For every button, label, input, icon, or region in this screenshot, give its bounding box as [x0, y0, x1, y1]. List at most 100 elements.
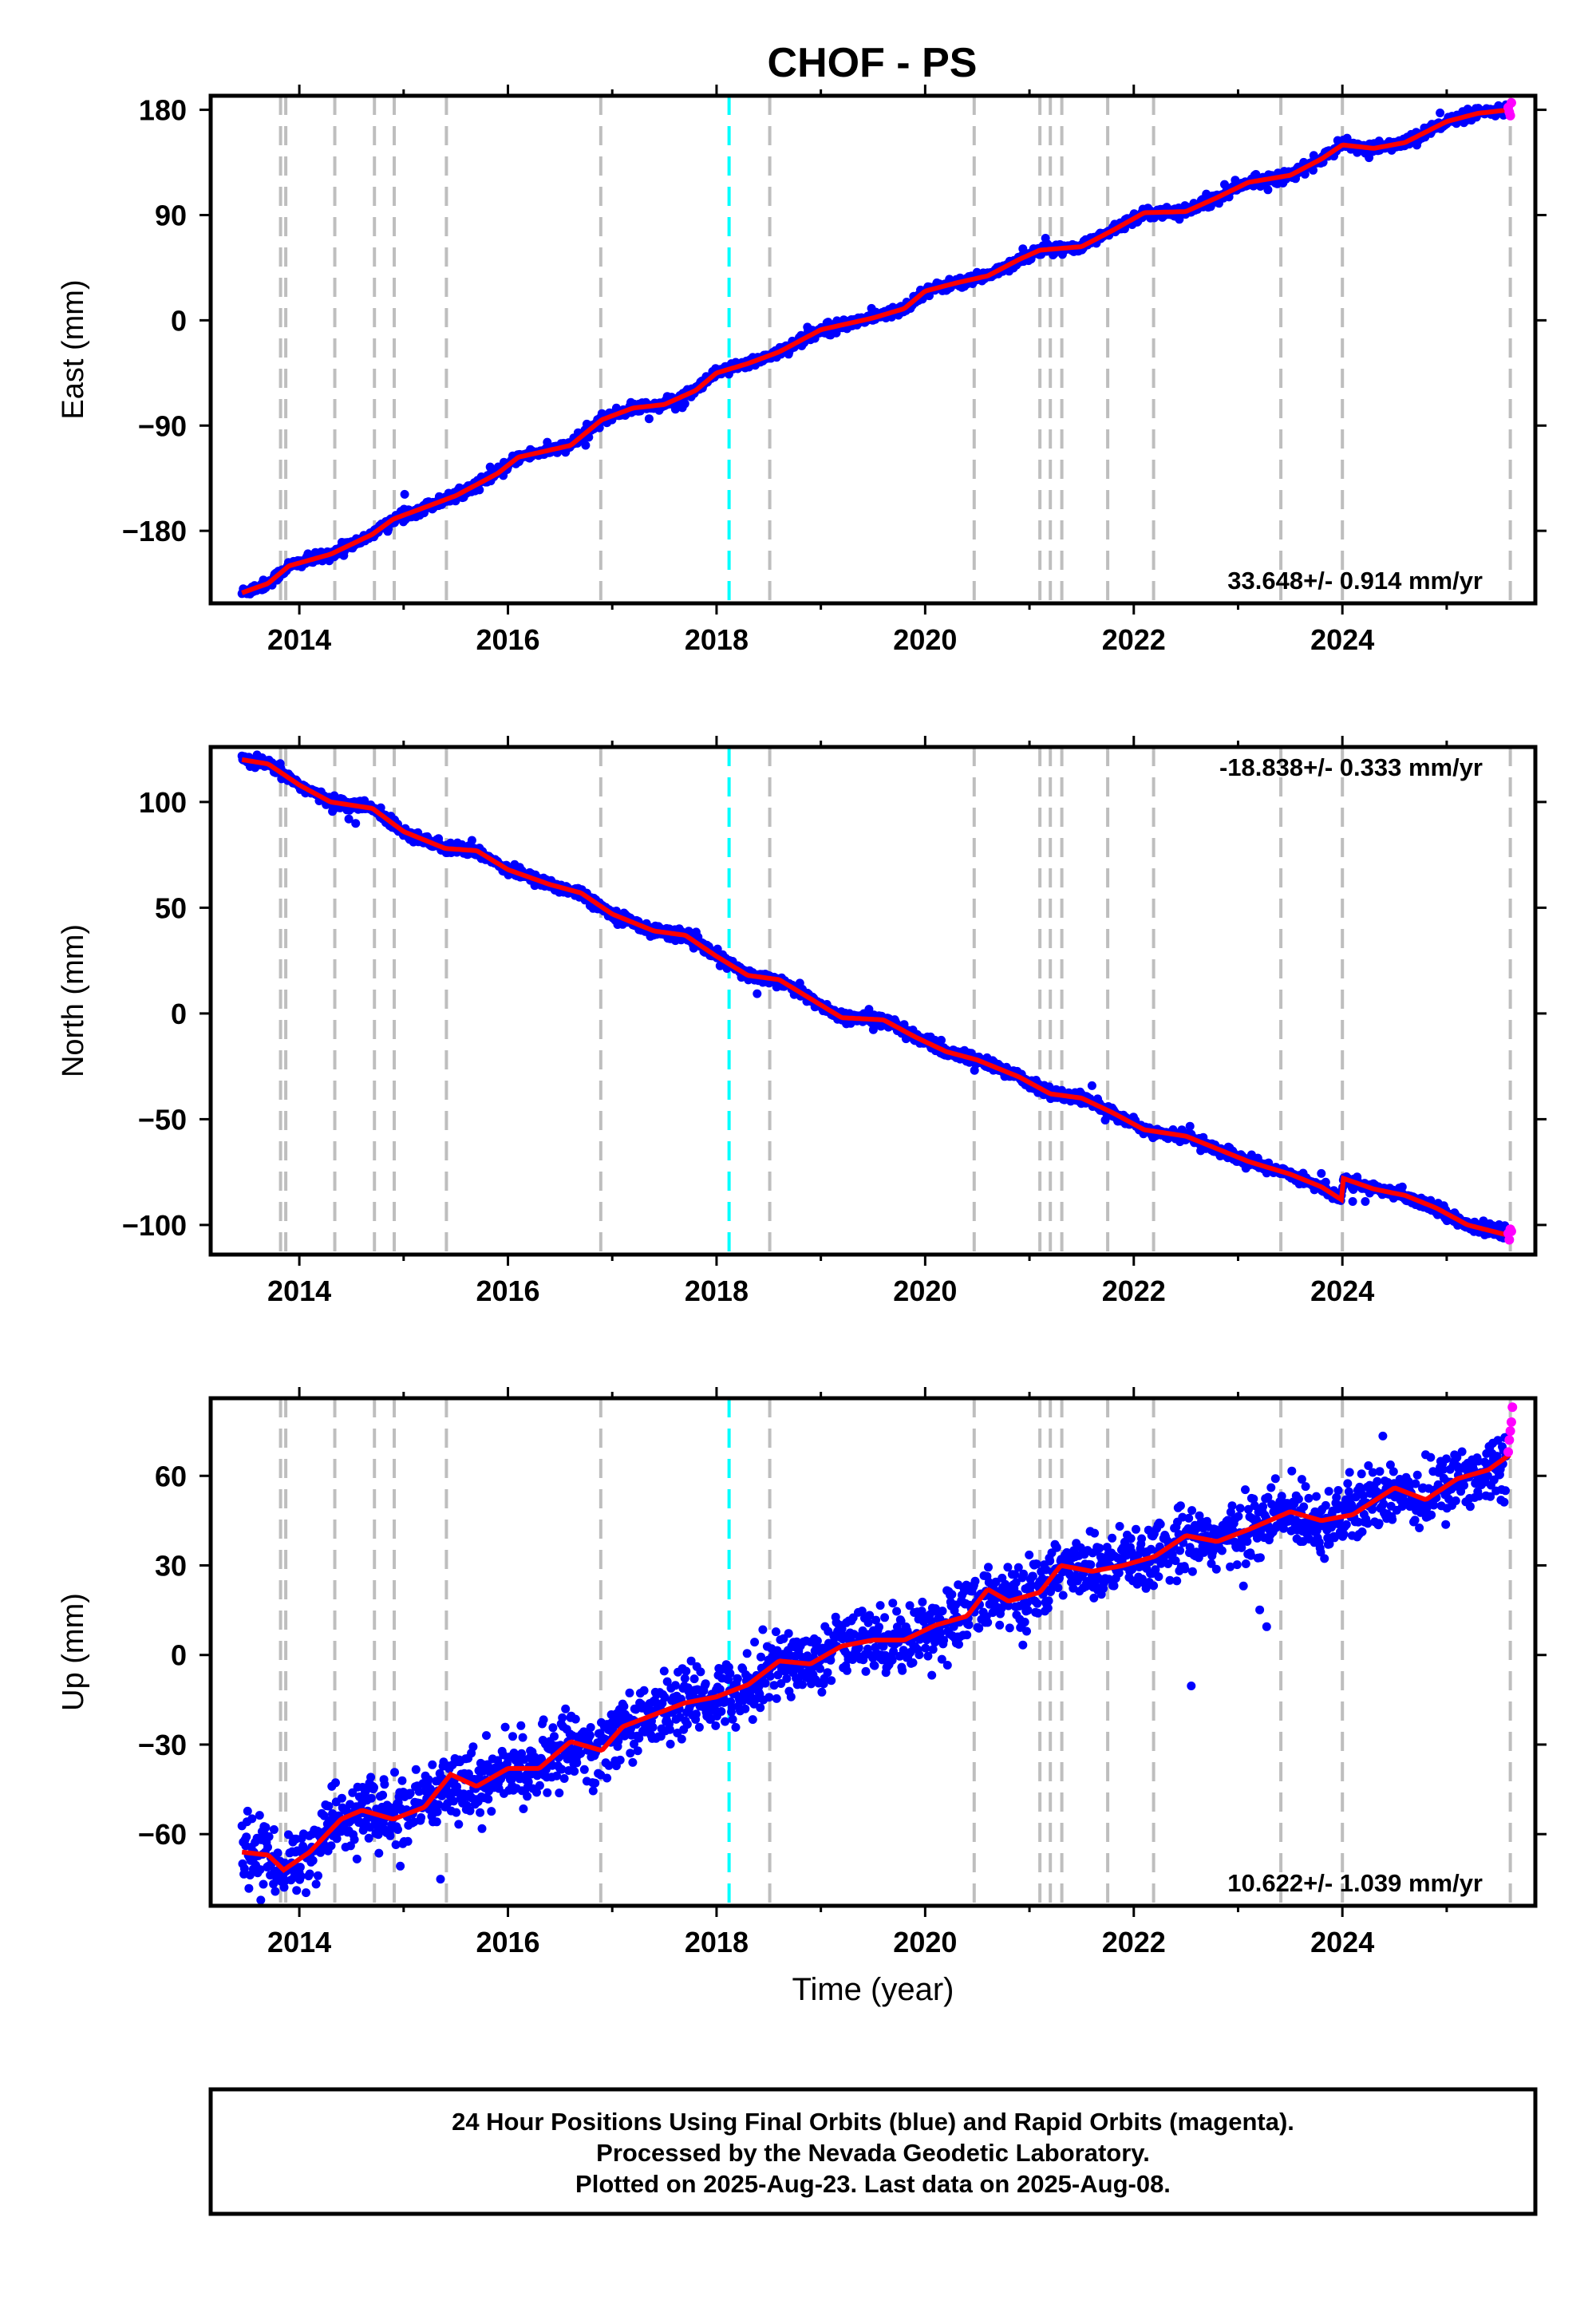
data-point	[292, 1886, 302, 1895]
data-point	[552, 1771, 562, 1780]
chart-title: CHOF - PS	[768, 40, 978, 86]
data-point	[532, 1788, 541, 1797]
data-point	[713, 944, 722, 954]
x-tick-label: 2016	[476, 623, 539, 656]
data-point	[660, 1693, 670, 1702]
data-point	[1309, 165, 1317, 175]
data-point	[259, 1879, 268, 1889]
data-point	[576, 1749, 586, 1758]
data-point	[361, 1785, 371, 1795]
data-point	[351, 819, 361, 828]
data-point	[543, 1788, 552, 1797]
x-tick-label: 2024	[1310, 1275, 1374, 1307]
data-point	[390, 1768, 399, 1777]
data-point	[701, 1679, 710, 1689]
data-point	[1321, 1177, 1330, 1187]
data-point	[753, 989, 762, 998]
data-point	[405, 1788, 415, 1798]
data-point	[771, 1627, 780, 1637]
data-point	[476, 1808, 485, 1817]
data-point	[332, 1834, 342, 1844]
data-point	[424, 1775, 433, 1784]
data-point	[558, 1713, 567, 1722]
plot-frame	[208, 93, 1538, 606]
x-tick-label: 2018	[685, 1275, 749, 1307]
data-point	[733, 1674, 742, 1683]
data-point	[1348, 1197, 1357, 1206]
data-point	[468, 1742, 478, 1752]
data-point	[644, 414, 654, 424]
data-point	[348, 1788, 358, 1797]
panel-0: 2014 2016 2018 2020 2022 2024180900−90−180Eas…	[57, 85, 1547, 656]
data-point	[269, 1825, 279, 1834]
y-tick-label: −50	[138, 1103, 187, 1136]
data-point	[741, 1704, 750, 1713]
data-point	[385, 1831, 395, 1840]
data-point	[273, 1848, 282, 1858]
data-point	[373, 1830, 383, 1840]
y-tick-label: −90	[138, 409, 187, 442]
data-point	[659, 1666, 669, 1676]
fit-curve	[241, 107, 1511, 595]
data-point	[728, 1714, 737, 1724]
data-point	[314, 1871, 322, 1880]
data-point	[686, 1656, 696, 1666]
data-point	[757, 1652, 765, 1662]
data-point	[239, 1864, 249, 1873]
data-point	[366, 1793, 376, 1803]
data-point	[247, 1814, 257, 1824]
data-point	[750, 1638, 760, 1647]
data-point	[550, 1732, 559, 1741]
data-point	[682, 1720, 692, 1729]
data-point	[449, 1796, 458, 1806]
data-point	[628, 1757, 638, 1767]
data-point	[626, 1749, 635, 1758]
data-point	[516, 1721, 526, 1730]
data-point	[579, 1765, 589, 1774]
data-point	[308, 1856, 318, 1865]
data-point	[344, 814, 354, 824]
data-point	[670, 1681, 680, 1690]
y-tick-label: −100	[122, 1209, 187, 1242]
data-point	[662, 1677, 672, 1686]
data-point	[244, 1883, 254, 1893]
data-point	[539, 1715, 548, 1725]
data-point	[518, 1733, 527, 1742]
data-point	[264, 1832, 274, 1841]
data-point	[571, 1714, 580, 1724]
y-tick-label: 90	[155, 199, 187, 231]
data-point	[691, 1709, 701, 1719]
data-point	[748, 1715, 757, 1725]
data-point	[366, 1773, 376, 1782]
data-point	[937, 1035, 946, 1045]
data-point	[602, 1773, 612, 1783]
data-point	[433, 1807, 442, 1816]
data-point	[326, 1841, 336, 1851]
data-point	[296, 1871, 306, 1881]
data-point	[780, 1666, 790, 1676]
data-point	[1185, 1121, 1195, 1131]
data-point	[782, 1674, 792, 1683]
data-point	[403, 1836, 413, 1846]
data-point	[482, 1731, 491, 1741]
y-tick-label: 0	[171, 998, 187, 1030]
data-point	[764, 1693, 774, 1702]
data-point	[452, 1808, 461, 1817]
data-point	[337, 1793, 346, 1803]
y-tick-label: 50	[155, 891, 187, 924]
data-point	[588, 1786, 598, 1796]
data-point	[305, 1869, 314, 1879]
data-point	[324, 1801, 334, 1811]
data-point	[380, 1780, 389, 1789]
data-point	[352, 1854, 361, 1863]
data-point	[523, 1792, 532, 1801]
data-point	[694, 1722, 704, 1732]
data-point	[255, 1865, 265, 1875]
data-point	[428, 1760, 437, 1769]
y-tick-label: 100	[139, 786, 187, 819]
data-point	[581, 441, 591, 450]
data-point	[585, 1730, 595, 1740]
data-point	[279, 1883, 289, 1892]
x-tick-label: 2022	[1102, 623, 1166, 656]
y-tick-label: −180	[122, 515, 187, 547]
